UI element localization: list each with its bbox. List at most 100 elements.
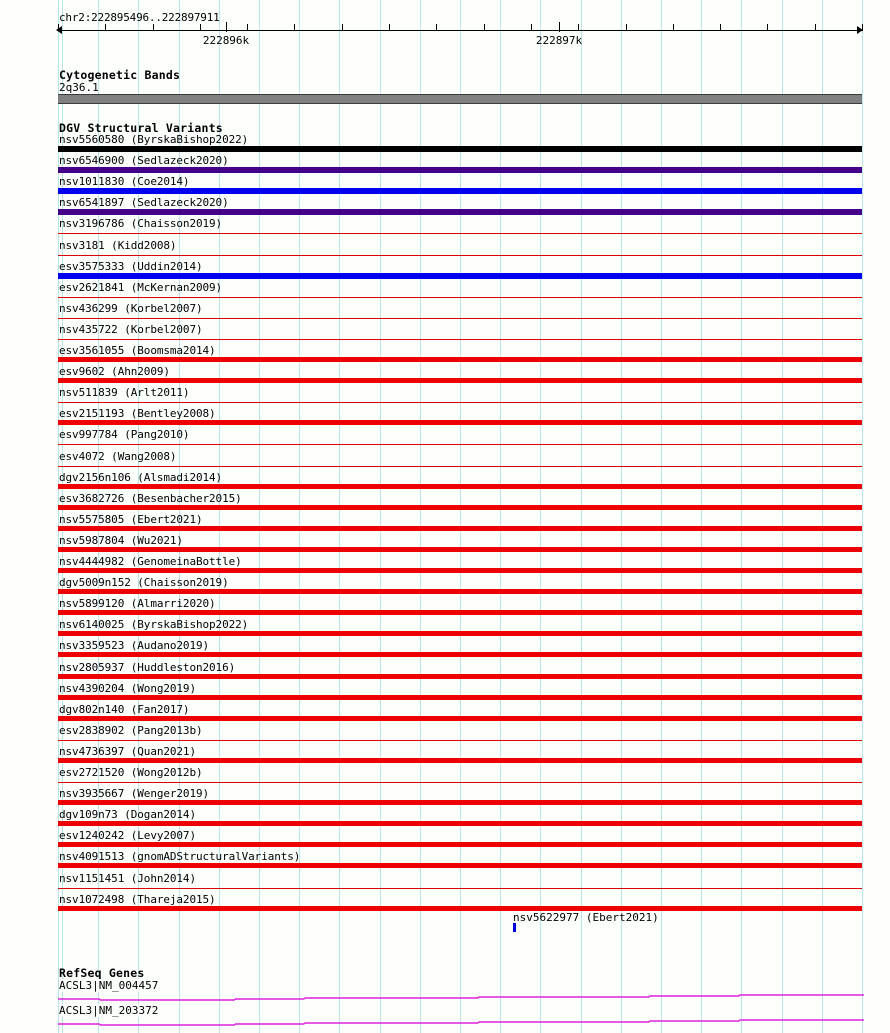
dgv-variant-bar[interactable]: [58, 378, 862, 384]
dgv-variant-bar[interactable]: [58, 188, 862, 195]
ruler-minor-tick: [673, 24, 674, 31]
dgv-track-row[interactable]: nsv435722 (Korbel2007): [0, 323, 890, 344]
dgv-track-row[interactable]: esv3561055 (Boomsma2014): [0, 344, 890, 365]
dgv-track-row[interactable]: nsv4390204 (Wong2019): [0, 682, 890, 703]
dgv-variant-bar[interactable]: [58, 233, 862, 235]
dgv-track-row[interactable]: dgv802n140 (Fan2017): [0, 703, 890, 724]
dgv-track-row[interactable]: nsv1011830 (Coe2014): [0, 175, 890, 196]
coordinate-ruler[interactable]: chr2:222895496..222897911 222896k 222897k: [0, 0, 890, 52]
dgv-variant-bar[interactable]: [58, 610, 862, 616]
dgv-variant-bar[interactable]: [58, 465, 862, 467]
dgv-track-label: dgv802n140 (Fan2017): [59, 702, 190, 716]
dgv-track-row[interactable]: esv1240242 (Levy2007): [0, 829, 890, 850]
ruler-minor-tick: [294, 24, 295, 31]
dgv-track-row[interactable]: nsv4444982 (GenomeinaBottle): [0, 555, 890, 576]
dgv-variant-bar[interactable]: [58, 782, 862, 783]
dgv-track-row[interactable]: esv2721520 (Wong2012b): [0, 766, 890, 787]
ruler-right-arrow-icon[interactable]: [857, 26, 863, 34]
dgv-variant-bar[interactable]: [58, 317, 862, 319]
dgv-track-label: esv2721520 (Wong2012b): [59, 766, 203, 779]
dgv-track-label: esv9602 (Ahn2009): [59, 365, 170, 379]
ruler-minor-tick: [247, 24, 248, 31]
refseq-gene-model[interactable]: [58, 979, 864, 1004]
dgv-variant-bar[interactable]: [58, 821, 862, 827]
dgv-track-label: nsv1011830 (Coe2014): [59, 175, 190, 189]
dgv-track-label: nsv3359523 (Audano2019): [59, 639, 210, 653]
dgv-variant-bar[interactable]: [58, 887, 862, 889]
dgv-variant-bar[interactable]: [58, 296, 862, 298]
dgv-track-row[interactable]: nsv3196786 (Chaisson2019): [0, 217, 890, 238]
dgv-track-label: esv997784 (Pang2010): [59, 428, 190, 442]
dgv-track-row[interactable]: nsv3181 (Kidd2008): [0, 239, 890, 260]
dgv-variant-bar[interactable]: [58, 652, 862, 658]
dgv-track-row[interactable]: nsv4736397 (Quan2021): [0, 745, 890, 766]
dgv-track-row[interactable]: dgv5009n152 (Chaisson2019): [0, 576, 890, 597]
dgv-track-row[interactable]: dgv2156n106 (Alsmadi2014): [0, 471, 890, 492]
dgv-track-row[interactable]: esv3682726 (Besenbacher2015): [0, 492, 890, 513]
dgv-track-label: nsv6546900 (Sedlazeck2020): [59, 154, 229, 168]
dgv-track-row[interactable]: nsv2805937 (Huddleston2016): [0, 661, 890, 682]
dgv-variant-bar[interactable]: [58, 739, 862, 741]
dgv-track-row[interactable]: esv2151193 (Bentley2008): [0, 407, 890, 428]
dgv-track-row[interactable]: dgv109n73 (Dogan2014): [0, 808, 890, 829]
dgv-variant-bar[interactable]: [58, 420, 862, 426]
dgv-track-row[interactable]: nsv1072498 (Thareja2015): [0, 893, 890, 914]
dgv-track-row[interactable]: esv997784 (Pang2010): [0, 428, 890, 449]
dgv-track-row[interactable]: nsv5560580 (ByrskaBishop2022): [0, 133, 890, 154]
dgv-track-row[interactable]: nsv6541897 (Sedlazeck2020): [0, 196, 890, 217]
dgv-track-row[interactable]: nsv511839 (Arlt2011): [0, 386, 890, 407]
dgv-track-row[interactable]: nsv436299 (Korbel2007): [0, 302, 890, 323]
dgv-variant-bar[interactable]: [58, 905, 862, 911]
dgv-variant-bar[interactable]: [58, 402, 862, 404]
singleton-variant-mark[interactable]: [513, 923, 516, 932]
dgv-variant-bar[interactable]: [58, 525, 862, 531]
dgv-variant-bar[interactable]: [58, 167, 862, 174]
dgv-variant-bar[interactable]: [58, 357, 862, 362]
refseq-gene-row[interactable]: ACSL3|NM_203372: [0, 1004, 890, 1029]
cytoband-name-label: 2q36.1: [59, 81, 99, 94]
dgv-variant-bar[interactable]: [58, 568, 862, 573]
dgv-variant-bar[interactable]: [58, 483, 862, 489]
dgv-variant-bar[interactable]: [58, 504, 862, 510]
cytoband-bar[interactable]: [58, 94, 862, 104]
dgv-variant-bar[interactable]: [58, 146, 862, 152]
dgv-variant-bar[interactable]: [58, 272, 862, 279]
ruler-left-arrow-icon[interactable]: [56, 26, 62, 34]
dgv-variant-bar[interactable]: [58, 715, 862, 721]
ruler-minor-tick: [484, 24, 485, 31]
dgv-variant-bar[interactable]: [58, 209, 862, 216]
cytoband-section-title: Cytogenetic Bands: [59, 68, 181, 82]
refseq-gene-model[interactable]: [58, 1004, 864, 1029]
dgv-variant-bar[interactable]: [58, 546, 862, 552]
dgv-track-row[interactable]: nsv6546900 (Sedlazeck2020): [0, 154, 890, 175]
dgv-track-row[interactable]: nsv5987804 (Wu2021): [0, 534, 890, 555]
refseq-gene-row[interactable]: ACSL3|NM_004457: [0, 979, 890, 1004]
ruler-minor-tick: [578, 24, 579, 31]
dgv-track-row[interactable]: nsv6140025 (ByrskaBishop2022): [0, 618, 890, 639]
dgv-variant-bar[interactable]: [58, 254, 862, 256]
dgv-variant-bar[interactable]: [58, 757, 862, 763]
dgv-variant-bar[interactable]: [58, 444, 862, 446]
dgv-track-row[interactable]: nsv5899120 (Almarri2020): [0, 597, 890, 618]
dgv-variant-bar[interactable]: [58, 863, 862, 869]
dgv-variant-bar[interactable]: [58, 589, 862, 595]
dgv-track-row[interactable]: nsv3359523 (Audano2019): [0, 639, 890, 660]
dgv-track-row[interactable]: nsv3935667 (Wenger2019): [0, 787, 890, 808]
dgv-track-row[interactable]: nsv1151451 (John2014): [0, 872, 890, 893]
dgv-variant-bar[interactable]: [58, 800, 862, 806]
dgv-track-label: nsv436299 (Korbel2007): [59, 301, 203, 315]
refseq-gene-label: ACSL3|NM_004457: [59, 979, 161, 992]
dgv-variant-bar[interactable]: [58, 694, 862, 700]
dgv-variant-bar[interactable]: [58, 842, 862, 848]
dgv-variant-bar[interactable]: [58, 338, 862, 340]
dgv-track-row[interactable]: esv2838902 (Pang2013b): [0, 724, 890, 745]
dgv-variant-bar[interactable]: [58, 631, 862, 637]
dgv-track-row[interactable]: esv4072 (Wang2008): [0, 450, 890, 471]
dgv-variant-bar[interactable]: [58, 673, 862, 679]
dgv-track-row[interactable]: nsv5575805 (Ebert2021): [0, 513, 890, 534]
locus-label: chr2:222895496..222897911: [59, 11, 220, 24]
dgv-track-row[interactable]: esv3575333 (Uddin2014): [0, 260, 890, 281]
dgv-track-row[interactable]: esv2621841 (McKernan2009): [0, 281, 890, 302]
dgv-track-row[interactable]: esv9602 (Ahn2009): [0, 365, 890, 386]
dgv-track-row[interactable]: nsv4091513 (gnomADStructuralVariants): [0, 850, 890, 871]
